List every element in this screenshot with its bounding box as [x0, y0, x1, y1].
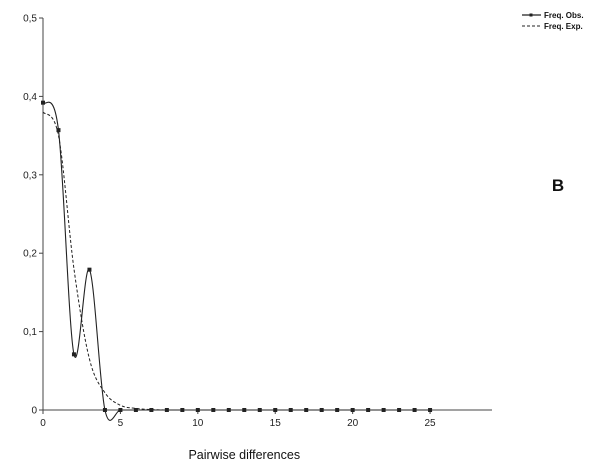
obs-point-marker	[211, 408, 216, 412]
x-axis-label: Pairwise differences	[188, 448, 300, 462]
legend-obs-label: Freq. Obs.	[544, 11, 584, 20]
y-tick-label: 0,2	[23, 249, 37, 260]
series-exp-line	[42, 111, 167, 411]
y-tick-label: 0,4	[23, 92, 37, 103]
x-tick-label: 10	[192, 418, 204, 429]
x-tick-label: 15	[270, 418, 282, 429]
x-tick-label: 5	[118, 418, 124, 429]
legend-obs-marker	[529, 13, 533, 17]
obs-point-marker	[164, 408, 169, 412]
y-tick-group: 0 0,1 0,2 0,3 0,4 0,5	[23, 14, 43, 417]
obs-point-marker	[56, 128, 61, 133]
obs-point-marker	[149, 408, 154, 412]
obs-point-marker	[304, 408, 309, 412]
obs-point-marker	[87, 267, 92, 272]
obs-point-marker	[428, 408, 433, 412]
obs-point-marker	[381, 408, 386, 412]
x-tick-label: 0	[40, 418, 46, 429]
y-tick-label: 0,5	[23, 14, 37, 25]
obs-point-marker	[102, 408, 107, 412]
obs-point-marker	[41, 100, 45, 105]
y-tick-label: 0,1	[23, 327, 37, 338]
obs-point-marker	[257, 408, 262, 412]
obs-point-marker	[319, 408, 324, 412]
obs-point-marker	[133, 408, 138, 412]
obs-point-marker	[180, 408, 185, 412]
legend-exp-label: Freq. Exp.	[544, 22, 583, 31]
obs-point-marker	[71, 352, 76, 357]
x-tick-group: 0 5 10 15 20 25	[40, 410, 436, 429]
obs-point-marker	[350, 408, 355, 412]
y-tick-label: 0	[31, 406, 37, 417]
obs-point-marker	[412, 408, 417, 412]
axes	[42, 18, 492, 411]
obs-point-marker	[397, 408, 402, 412]
obs-point-marker	[195, 408, 200, 412]
obs-point-marker	[288, 408, 293, 412]
obs-point-marker	[273, 408, 278, 412]
obs-point-marker	[242, 408, 247, 412]
obs-point-marker	[226, 408, 231, 412]
y-tick-label: 0,3	[23, 170, 37, 181]
markers	[41, 100, 433, 412]
x-tick-label: 20	[347, 418, 359, 429]
series-obs-line	[42, 101, 431, 421]
panel-label: B	[552, 176, 564, 195]
obs-point-marker	[118, 408, 123, 412]
legend: Freq. Obs. Freq. Exp.	[522, 11, 584, 31]
series-lines	[42, 101, 431, 421]
obs-point-marker	[366, 408, 371, 412]
obs-point-marker	[335, 408, 340, 412]
plot-frame	[43, 18, 492, 410]
x-tick-label: 25	[425, 418, 437, 429]
